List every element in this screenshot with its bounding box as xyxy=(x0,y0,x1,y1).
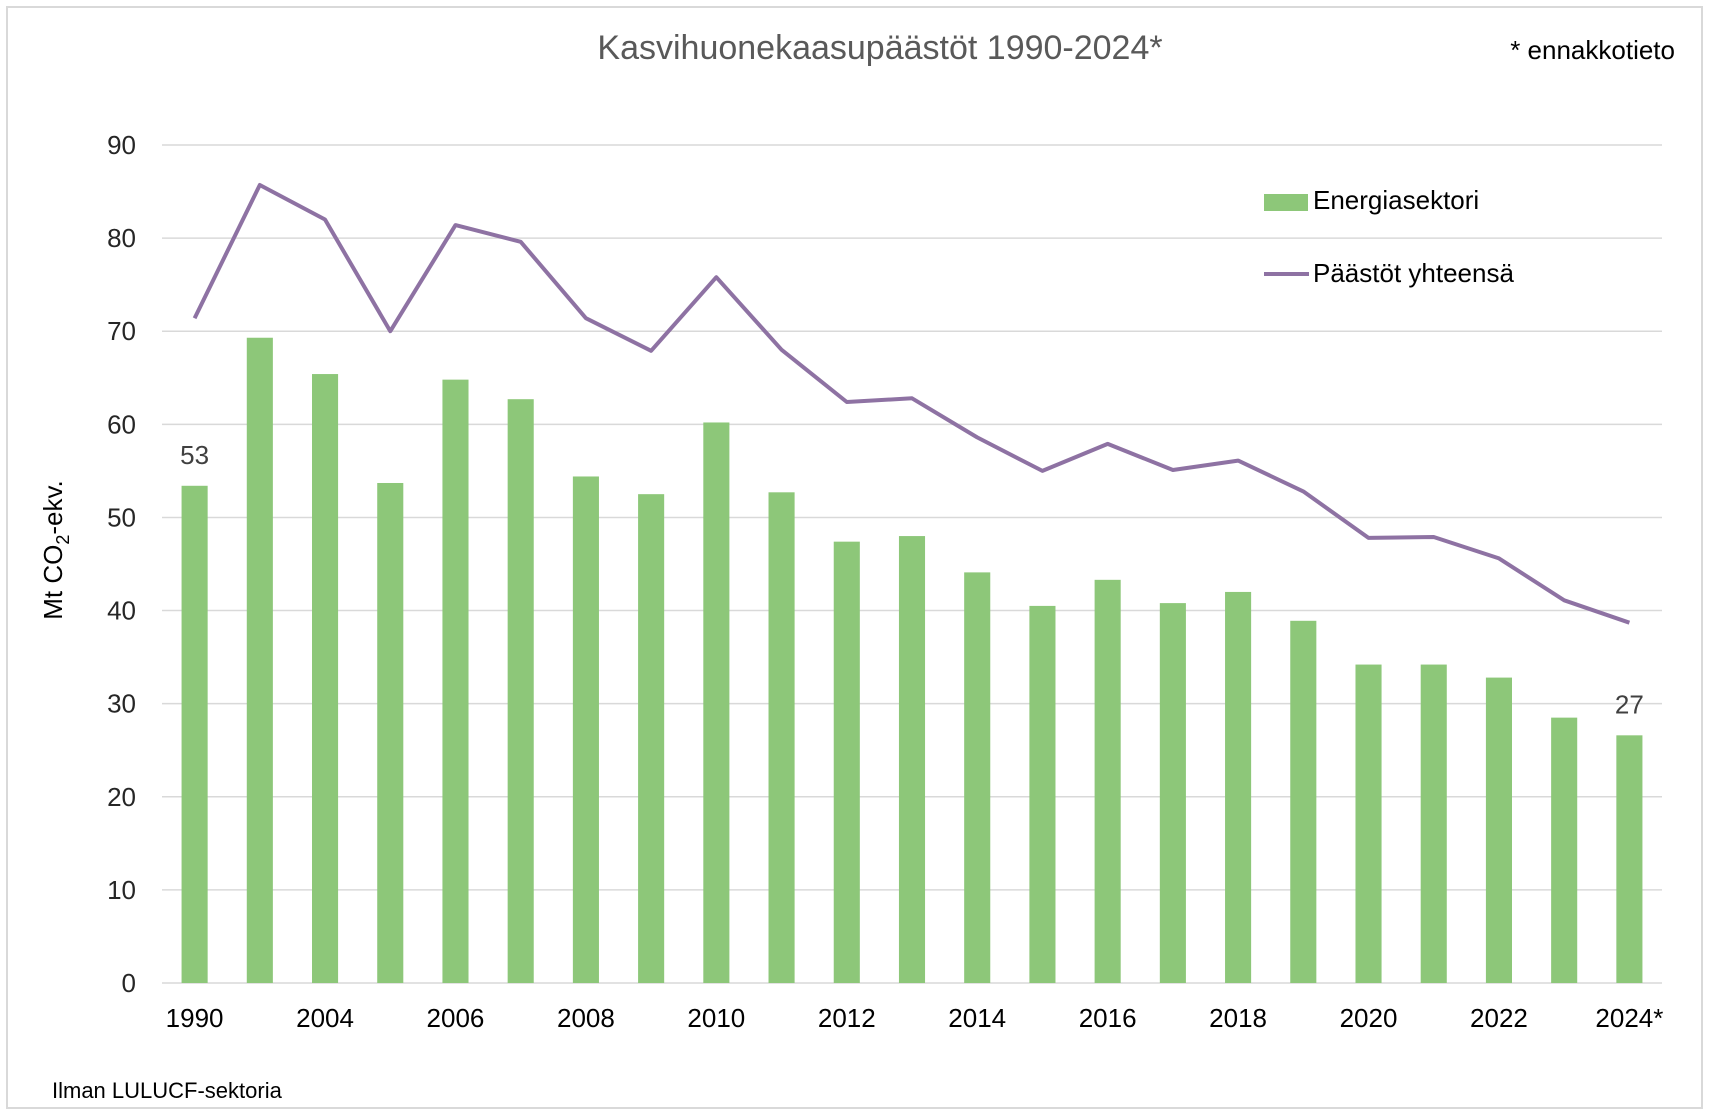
x-axis-ticks: 1990 2004 2006 2008 2010 2012 2014 2016 2018 2020… xyxy=(166,1003,1664,1033)
y-tick-label-30: 30 xyxy=(107,689,136,719)
y-axis-label-tail: -ekv. xyxy=(38,480,68,534)
y-axis-label-subscript: 2 xyxy=(53,535,73,545)
legend: Energiasektori Päästöt yhteensä xyxy=(1264,185,1514,288)
y-axis-label-main: Mt CO xyxy=(38,545,68,620)
preliminary-note: * ennakkotieto xyxy=(1510,35,1675,65)
x-tick-label-2004: 2004 xyxy=(296,1003,354,1033)
bar-series xyxy=(181,337,1643,984)
bar-2022 xyxy=(1485,677,1512,983)
bar-2013 xyxy=(898,536,926,983)
y-tick-label-40: 40 xyxy=(107,596,136,626)
legend-paastot-yhteensa: Päästöt yhteensä xyxy=(1313,258,1514,288)
bar-2023 xyxy=(1551,717,1578,983)
x-tick-label-2020: 2020 xyxy=(1340,1003,1398,1033)
x-tick-label-2010: 2010 xyxy=(687,1003,745,1033)
x-tick-label-2016: 2016 xyxy=(1079,1003,1137,1033)
x-tick-label-2008: 2008 xyxy=(557,1003,615,1033)
bar-2011 xyxy=(768,492,795,983)
bar-2005 xyxy=(377,482,404,983)
x-tick-label-2006: 2006 xyxy=(427,1003,485,1033)
bar-2004 xyxy=(312,374,339,983)
y-tick-label-50: 50 xyxy=(107,502,136,532)
bar-2015 xyxy=(1029,605,1056,983)
bar-2010 xyxy=(703,422,730,984)
x-tick-label-2018: 2018 xyxy=(1209,1003,1267,1033)
y-tick-label-0: 0 xyxy=(122,968,136,998)
x-tick-label-2012: 2012 xyxy=(818,1003,876,1033)
y-tick-label-10: 10 xyxy=(107,875,136,905)
chart-title: Kasvihuonekaasupäästöt 1990-2024* xyxy=(597,29,1162,67)
y-tick-label-80: 80 xyxy=(107,223,136,253)
bar-2017 xyxy=(1159,603,1186,983)
y-tick-label-20: 20 xyxy=(107,782,136,812)
data-labels: 53 27 xyxy=(180,440,1644,720)
bar-2021 xyxy=(1420,664,1447,983)
bar-2018 xyxy=(1225,591,1252,983)
x-tick-label-1990: 1990 xyxy=(166,1003,224,1033)
x-tick-label-2024*: 2024* xyxy=(1595,1003,1663,1033)
legend-bar-swatch xyxy=(1264,194,1308,211)
data-label-2024*: 27 xyxy=(1615,689,1644,719)
bar-2020 xyxy=(1355,664,1382,983)
data-label-1990: 53 xyxy=(180,440,209,470)
bar-1990 xyxy=(181,485,208,983)
bar-2019 xyxy=(1290,620,1317,983)
y-axis-label: Mt CO2-ekv. xyxy=(38,480,73,620)
bar-2003 xyxy=(246,337,273,983)
y-tick-label-90: 90 xyxy=(107,130,136,160)
bar-2008 xyxy=(572,476,599,983)
bar-2006 xyxy=(442,379,469,983)
x-tick-label-2022: 2022 xyxy=(1470,1003,1528,1033)
bar-2009 xyxy=(638,494,665,983)
y-tick-label-70: 70 xyxy=(107,316,136,346)
footnote: Ilman LULUCF-sektoria xyxy=(52,1078,283,1103)
bar-2016 xyxy=(1094,579,1121,983)
x-tick-label-2014: 2014 xyxy=(948,1003,1006,1033)
bar-2024* xyxy=(1616,735,1643,983)
line-series xyxy=(192,183,1631,625)
bar-2014 xyxy=(964,572,991,983)
gridlines xyxy=(162,144,1662,984)
bar-2007 xyxy=(507,399,534,983)
bar-2012 xyxy=(833,541,860,983)
y-axis-ticks: 0 10 20 30 40 50 60 70 80 90 xyxy=(107,130,136,998)
y-tick-label-60: 60 xyxy=(107,409,136,439)
legend-energiasektori: Energiasektori xyxy=(1313,185,1479,215)
